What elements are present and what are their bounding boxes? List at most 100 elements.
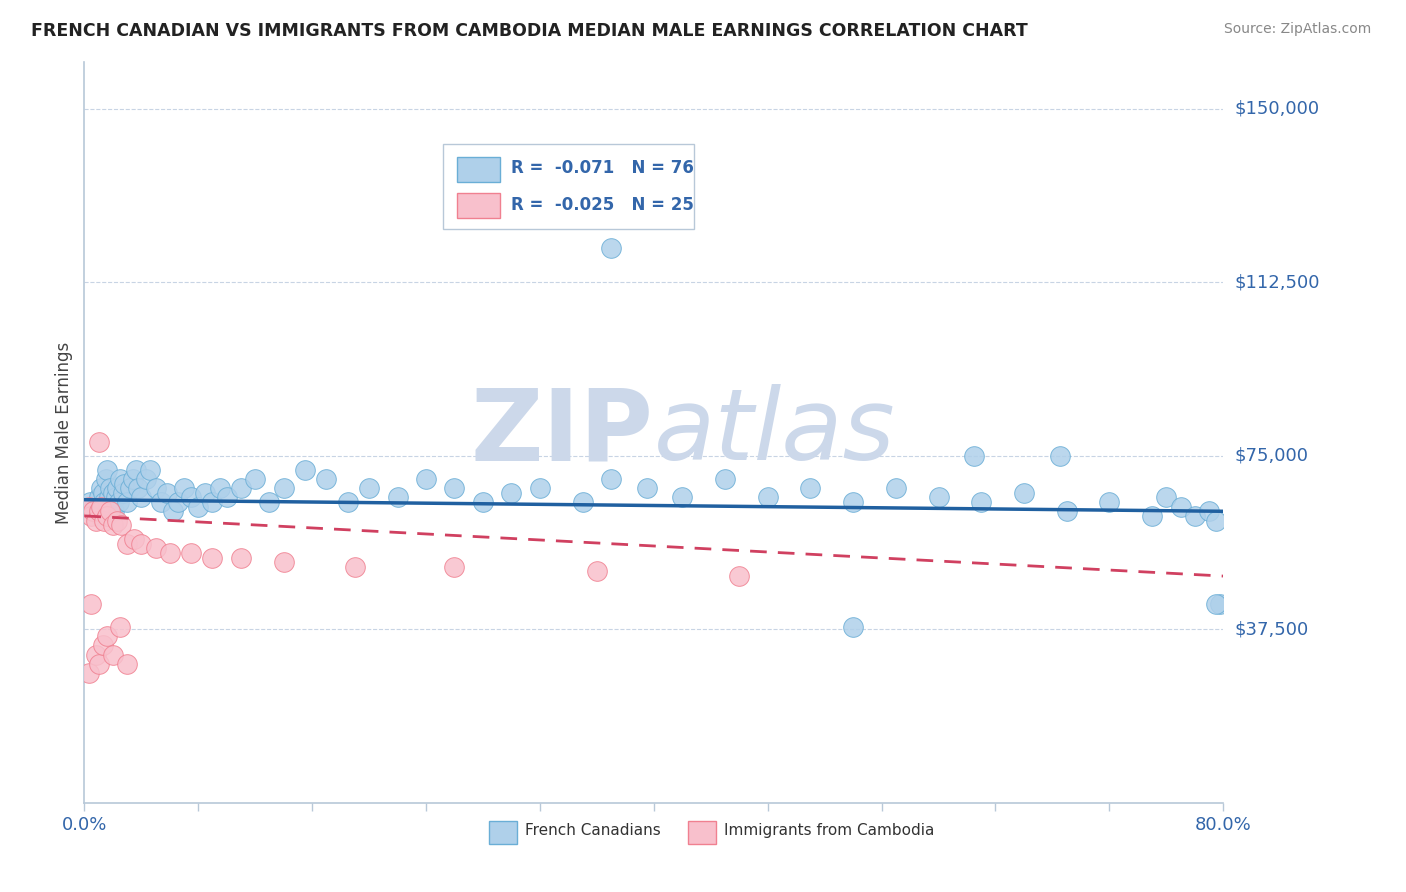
Point — [91, 485, 114, 500]
Y-axis label: Median Male Earnings: Median Male Earnings — [55, 342, 73, 524]
Point — [1209, 597, 1232, 611]
Point — [145, 541, 167, 556]
Point — [104, 491, 127, 505]
Text: $112,500: $112,500 — [1234, 273, 1320, 291]
Point — [799, 481, 821, 495]
Point — [159, 546, 181, 560]
Point — [842, 495, 865, 509]
Point — [110, 518, 132, 533]
Point — [94, 472, 117, 486]
Point — [77, 666, 100, 681]
Point — [145, 481, 167, 495]
Point — [84, 500, 107, 514]
Point — [1156, 491, 1178, 505]
Text: ZIP: ZIP — [471, 384, 654, 481]
Point — [93, 495, 115, 509]
Point — [131, 491, 153, 505]
Point — [842, 620, 865, 634]
Point — [415, 472, 437, 486]
Point — [201, 550, 224, 565]
Point — [529, 481, 551, 495]
Point — [131, 536, 153, 550]
Point — [1140, 508, 1163, 523]
Point — [111, 485, 134, 500]
Point — [127, 481, 149, 495]
Point — [1098, 495, 1121, 509]
Point — [90, 481, 112, 495]
Point — [118, 481, 141, 495]
Point — [77, 500, 100, 514]
Point — [105, 481, 128, 495]
Point — [101, 485, 124, 500]
Point — [84, 514, 107, 528]
Bar — [489, 822, 517, 844]
Point — [80, 597, 103, 611]
Point — [98, 481, 121, 495]
Point — [112, 476, 135, 491]
Text: $150,000: $150,000 — [1234, 100, 1319, 118]
Point — [208, 481, 231, 495]
Point — [387, 491, 409, 505]
Point — [105, 514, 128, 528]
Point — [315, 472, 337, 486]
FancyBboxPatch shape — [443, 144, 693, 229]
Point — [928, 491, 950, 505]
Point — [194, 485, 217, 500]
Point — [121, 472, 143, 486]
Point — [80, 508, 103, 523]
Point — [84, 648, 107, 662]
Point — [96, 629, 118, 643]
Point — [167, 495, 190, 509]
Point — [714, 472, 737, 486]
Point — [93, 514, 115, 528]
Point — [1170, 500, 1192, 514]
Text: R =  -0.025   N = 25: R = -0.025 N = 25 — [512, 195, 695, 213]
Point — [187, 500, 209, 514]
Point — [1198, 504, 1220, 518]
Point — [472, 495, 495, 509]
Point — [103, 504, 125, 518]
Point — [87, 434, 110, 449]
Point — [108, 472, 131, 486]
Bar — [457, 193, 501, 218]
Point — [970, 495, 993, 509]
Point — [173, 481, 195, 495]
Point — [671, 491, 693, 505]
Point — [1184, 508, 1206, 523]
Point — [180, 491, 202, 505]
Point — [336, 495, 359, 509]
Point — [963, 449, 986, 463]
Point — [87, 491, 110, 505]
Point — [150, 495, 173, 509]
Point — [245, 472, 267, 486]
Point — [101, 518, 124, 533]
Point — [756, 491, 779, 505]
Bar — [688, 822, 717, 844]
Point — [571, 495, 593, 509]
Text: Immigrants from Cambodia: Immigrants from Cambodia — [724, 823, 935, 838]
Point — [180, 546, 202, 560]
Point — [107, 495, 129, 509]
Point — [294, 462, 316, 476]
Point — [79, 495, 101, 509]
Point — [115, 657, 138, 671]
Point — [600, 472, 623, 486]
Text: atlas: atlas — [654, 384, 896, 481]
Point — [82, 504, 104, 518]
Point — [108, 620, 131, 634]
Point — [229, 550, 252, 565]
Text: R =  -0.071   N = 76: R = -0.071 N = 76 — [512, 160, 695, 178]
Point — [89, 508, 111, 523]
Point — [122, 532, 145, 546]
Point — [96, 508, 118, 523]
Text: Source: ZipAtlas.com: Source: ZipAtlas.com — [1223, 22, 1371, 37]
Point — [586, 565, 609, 579]
Point — [101, 648, 124, 662]
Point — [201, 495, 224, 509]
Point — [100, 500, 122, 514]
Point — [96, 462, 118, 476]
Point — [600, 240, 623, 255]
Text: French Canadians: French Canadians — [524, 823, 661, 838]
Point — [1205, 514, 1227, 528]
Point — [273, 555, 295, 569]
